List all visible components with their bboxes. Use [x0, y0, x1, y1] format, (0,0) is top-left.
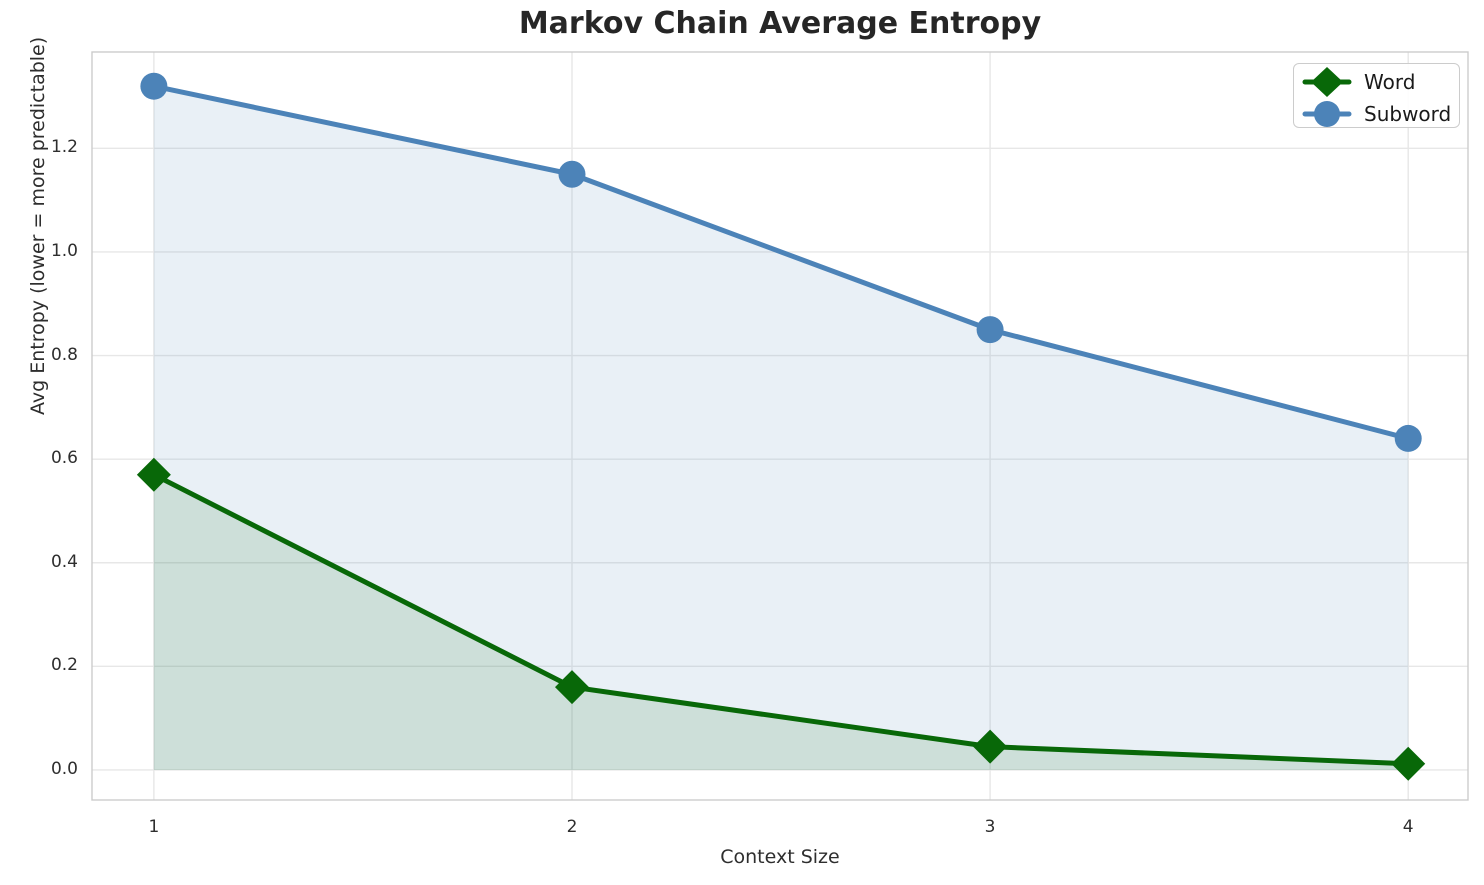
subword-fill-area: [153, 86, 1409, 770]
chart-title: Markov Chain Average Entropy: [518, 6, 1042, 41]
x-tick-label: 2: [566, 817, 578, 837]
word-diamond-marker-icon: [1311, 67, 1343, 97]
subword-data-point: [1394, 424, 1422, 452]
y-tick-label: 0.8: [50, 344, 78, 365]
subword-legend-swatch: [1302, 101, 1352, 127]
legend-label-word: Word: [1364, 70, 1416, 94]
y-tick-label: 0.0: [50, 758, 78, 779]
word-legend-swatch: [1302, 67, 1352, 97]
legend: Word Subword: [1293, 63, 1460, 128]
x-axis-label: Context Size: [720, 846, 840, 868]
subword-data-point: [976, 316, 1004, 344]
x-tick-label: 1: [148, 817, 160, 837]
y-tick-label: 1.2: [50, 137, 78, 158]
legend-item-subword: Subword: [1302, 98, 1453, 130]
y-tick-label: 0.4: [50, 551, 78, 572]
word-line: [151, 472, 1411, 767]
subword-line: [151, 83, 1411, 441]
legend-item-word: Word: [1302, 66, 1453, 98]
word-fill-area: [153, 474, 1409, 770]
x-tick-label: 3: [984, 817, 996, 837]
word-data-point: [554, 670, 589, 705]
word-data-point: [1391, 746, 1426, 781]
plot-border: [91, 51, 1469, 801]
subword-data-point: [558, 160, 586, 188]
y-tick-label: 0.6: [50, 448, 78, 469]
word-data-point: [973, 729, 1008, 764]
word-data-point: [136, 457, 171, 492]
subword-circle-marker-icon: [1314, 101, 1340, 127]
legend-label-subword: Subword: [1364, 102, 1452, 126]
y-tick-label: 0.2: [50, 655, 78, 676]
x-tick-label: 4: [1402, 817, 1414, 837]
y-tick-label: 1.0: [50, 240, 78, 261]
subword-data-point: [140, 72, 168, 100]
